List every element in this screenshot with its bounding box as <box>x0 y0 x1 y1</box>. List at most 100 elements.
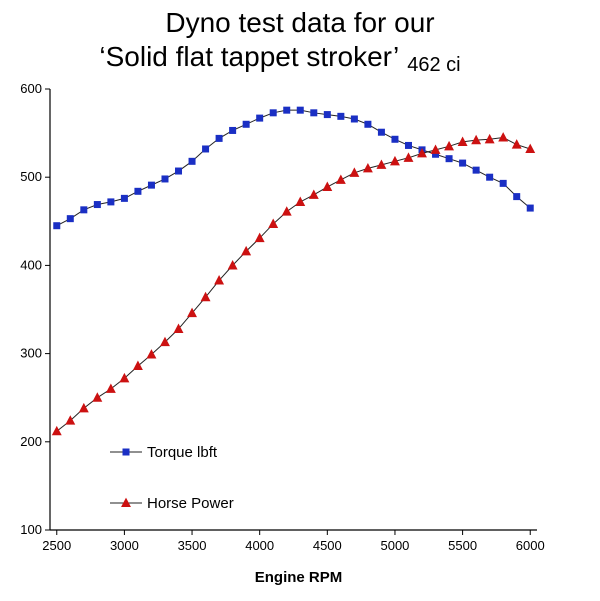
series-horsepower-point <box>498 132 509 142</box>
series-horsepower-point <box>417 147 427 158</box>
legend-item-torque: Torque lbft <box>110 444 218 461</box>
series-torque-point <box>256 114 264 122</box>
chart-title-line2: ‘Solid flat tappet stroker’ 462 ci <box>0 40 600 82</box>
series-torque-point <box>377 128 385 136</box>
series-horsepower-point <box>403 152 414 162</box>
series-horsepower-point <box>430 144 441 154</box>
legend-label: Horse Power <box>147 495 234 512</box>
series-horsepower-point <box>390 155 400 166</box>
y-tick-label: 200 <box>20 434 42 449</box>
series-horsepower-point <box>268 218 279 228</box>
series-horsepower-point <box>214 274 225 285</box>
series-horsepower-point <box>376 159 387 169</box>
series-torque-point <box>53 222 61 230</box>
series-horsepower-point <box>349 167 360 177</box>
series-torque-point <box>323 111 331 119</box>
series-horsepower-point <box>132 360 143 370</box>
series-torque-point <box>107 198 115 206</box>
series-torque-point <box>161 175 169 183</box>
series-horsepower-point <box>511 139 522 149</box>
legend-label: Torque lbft <box>147 444 218 461</box>
series-horsepower <box>51 132 536 436</box>
series-horsepower-point <box>187 307 197 318</box>
series-torque-point <box>175 167 183 175</box>
series-horsepower-point <box>484 133 495 144</box>
series-horsepower-point <box>160 336 170 347</box>
series-torque-point <box>147 181 155 189</box>
series-torque-point <box>526 204 534 212</box>
series-torque-point <box>120 194 128 202</box>
series-horsepower-line <box>56 136 531 432</box>
y-tick-label: 400 <box>20 257 42 272</box>
series-torque-point <box>269 109 277 117</box>
series-horsepower-point <box>335 174 346 184</box>
series-horsepower-point <box>322 181 333 191</box>
series-torque-point <box>513 193 521 201</box>
series-torque-point <box>215 134 223 142</box>
series-torque-point <box>391 135 399 143</box>
series-torque-point <box>242 120 250 128</box>
chart-title-line1: Dyno test data for our <box>165 7 435 38</box>
plot-series <box>51 106 536 436</box>
x-tick-label: 6000 <box>516 538 545 553</box>
series-torque-point <box>459 159 467 167</box>
y-tick-label: 600 <box>20 81 42 96</box>
series-torque-point <box>337 112 345 120</box>
series-horsepower-point <box>227 260 238 270</box>
series-torque-point <box>188 157 196 165</box>
series-torque-point <box>229 126 237 134</box>
y-tick-label: 500 <box>20 169 42 184</box>
axes: 100 200 300 400 500 600 2500 3000 3500 4000 4500 50… <box>20 81 544 553</box>
series-torque-point <box>202 145 210 153</box>
series-torque-point <box>472 166 480 174</box>
chart-title-suffix: 462 ci <box>407 54 461 76</box>
series-torque-point <box>364 120 372 128</box>
series-horsepower-point <box>241 245 252 256</box>
series-horsepower-point <box>308 189 319 199</box>
legend-item-horsepower: Horse Power <box>110 495 234 512</box>
series-horsepower-point <box>295 196 306 206</box>
series-torque-point <box>134 187 142 195</box>
chart-title-line2-text: ‘Solid flat tappet stroker’ <box>99 41 400 72</box>
x-tick-label: 4500 <box>313 538 342 553</box>
series-horsepower-point <box>173 323 184 333</box>
x-tick-label: 5500 <box>448 538 477 553</box>
series-horsepower-point <box>444 140 455 151</box>
series-torque-point <box>296 106 304 114</box>
series-torque-point <box>432 150 440 158</box>
x-tick-label: 2500 <box>42 538 71 553</box>
series-torque-point <box>93 201 101 209</box>
series-horsepower-point <box>457 136 468 146</box>
series-torque-line <box>56 109 531 227</box>
series-torque <box>53 106 534 230</box>
series-torque-point <box>310 109 318 117</box>
series-torque-point <box>283 106 291 114</box>
legend-marker <box>121 497 131 508</box>
series-horsepower-point <box>281 206 292 216</box>
series-torque-point <box>486 173 494 181</box>
series-torque-point <box>445 155 453 163</box>
series-horsepower-point <box>362 162 373 173</box>
series-horsepower-point <box>78 402 89 413</box>
series-torque-point <box>499 179 507 187</box>
series-horsepower-point <box>119 372 130 383</box>
x-tick-label: 3000 <box>110 538 139 553</box>
series-horsepower-point <box>105 383 116 393</box>
series-horsepower-point <box>254 232 265 243</box>
x-tick-label: 4000 <box>245 538 274 553</box>
series-horsepower-point <box>200 291 211 302</box>
series-horsepower-point <box>51 425 62 436</box>
series-horsepower-point <box>525 143 536 154</box>
series-horsepower-point <box>471 134 482 145</box>
series-horsepower-point <box>146 349 157 359</box>
legend: Torque lbft Horse Power <box>110 444 234 512</box>
chart-title: Dyno test data for our ‘Solid flat tappe… <box>0 6 600 82</box>
series-torque-point <box>350 115 358 123</box>
x-tick-label: 5000 <box>380 538 409 553</box>
series-horsepower-point <box>65 415 76 425</box>
series-torque-point <box>66 215 74 223</box>
x-axis-label: Engine RPM <box>255 569 343 586</box>
series-torque-point <box>80 206 88 214</box>
y-tick-label: 100 <box>20 522 42 537</box>
